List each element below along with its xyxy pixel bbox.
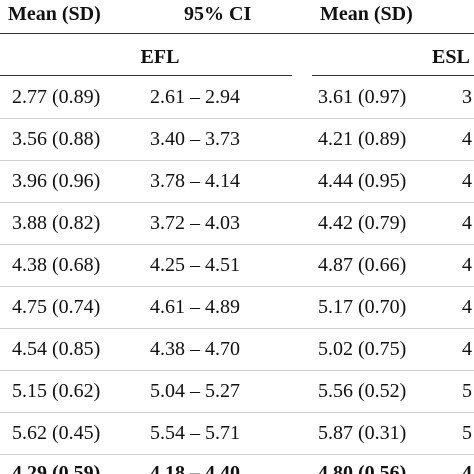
cell: 5.02 (0.75) (318, 338, 407, 360)
rule (0, 33, 474, 34)
total-cell: 4 (462, 462, 472, 474)
cell: 5.62 (0.45) (12, 422, 101, 444)
cell: 4 (462, 128, 472, 150)
rule (0, 244, 474, 245)
rule (0, 160, 474, 161)
cell: 3 (462, 86, 472, 108)
cell: 2.61 – 2.94 (150, 86, 240, 108)
cell: 3.96 (0.96) (12, 170, 101, 192)
cell: 3.61 (0.97) (318, 86, 407, 108)
cell: 4.42 (0.79) (318, 212, 407, 234)
cell: 2.77 (0.89) (12, 86, 101, 108)
cell: 5.17 (0.70) (318, 296, 407, 318)
cell: 5 (462, 380, 472, 402)
rule (0, 370, 474, 371)
rule (0, 454, 474, 455)
cell: 3.88 (0.82) (12, 212, 101, 234)
cell: 3.56 (0.88) (12, 128, 101, 150)
total-cell: 4.18 – 4.40 (150, 462, 240, 474)
cell: 5.87 (0.31) (318, 422, 407, 444)
cell: 4.87 (0.66) (318, 254, 407, 276)
cell: 3.40 – 3.73 (150, 128, 240, 150)
total-cell: 4.29 (0.59) (12, 462, 101, 474)
rule (0, 75, 292, 76)
cell: 4 (462, 212, 472, 234)
column-header: Mean (SD) (320, 3, 413, 25)
cell: 4.21 (0.89) (318, 128, 407, 150)
rule (0, 286, 474, 287)
rule (0, 202, 474, 203)
cell: 5 (462, 422, 472, 444)
cell: 4 (462, 296, 472, 318)
cell: 4.25 – 4.51 (150, 254, 240, 276)
group-header: ESL (432, 46, 470, 68)
total-cell: 4.80 (0.56) (318, 462, 407, 474)
cell: 4.61 – 4.89 (150, 296, 240, 318)
cell: 4.54 (0.85) (12, 338, 101, 360)
cell: 5.15 (0.62) (12, 380, 101, 402)
cell: 4 (462, 338, 472, 360)
cell: 4.38 – 4.70 (150, 338, 240, 360)
cell: 5.04 – 5.27 (150, 380, 240, 402)
cell: 3.72 – 4.03 (150, 212, 240, 234)
rule (0, 328, 474, 329)
cell: 4 (462, 170, 472, 192)
group-header: EFL (140, 46, 180, 68)
cell: 4.75 (0.74) (12, 296, 101, 318)
rule (312, 75, 474, 76)
rule (0, 412, 474, 413)
column-header: 95% CI (184, 3, 252, 25)
column-header: Mean (SD) (8, 3, 101, 25)
cell: 5.54 – 5.71 (150, 422, 240, 444)
cell: 4.38 (0.68) (12, 254, 101, 276)
cell: 3.78 – 4.14 (150, 170, 240, 192)
cell: 4 (462, 254, 472, 276)
cell: 5.56 (0.52) (318, 380, 407, 402)
rule (0, 118, 474, 119)
cell: 4.44 (0.95) (318, 170, 407, 192)
